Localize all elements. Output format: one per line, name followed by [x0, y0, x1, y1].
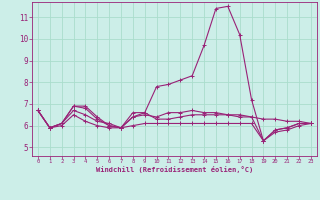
X-axis label: Windchill (Refroidissement éolien,°C): Windchill (Refroidissement éolien,°C) [96, 166, 253, 173]
